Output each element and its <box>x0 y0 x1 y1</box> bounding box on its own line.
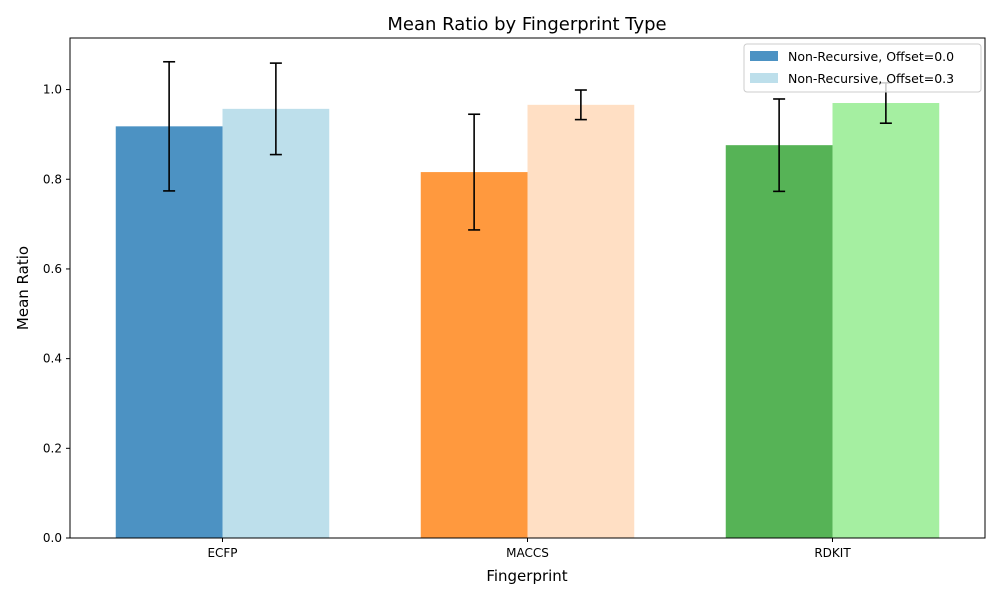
legend-label-offset-0: Non-Recursive, Offset=0.0 <box>788 49 954 64</box>
error-bar-maccs-series-1 <box>574 89 587 121</box>
legend-swatch-offset-0 <box>750 51 778 61</box>
y-tick-label: 0.4 <box>43 352 62 366</box>
error-bar-maccs-series-0 <box>468 113 481 231</box>
chart-title: Mean Ratio by Fingerprint Type <box>387 14 666 35</box>
y-tick-label: 0.2 <box>43 441 62 455</box>
axes-layer: 0.0 0.2 0.4 0.6 0.8 1.0 ECFP MACCS RDKIT <box>43 37 986 560</box>
y-tick-label: 0.0 <box>43 531 62 545</box>
x-tick-label-ecfp: ECFP <box>207 546 237 560</box>
bar-maccs-series-0 <box>420 172 528 538</box>
legend-label-offset-0.3: Non-Recursive, Offset=0.3 <box>788 71 954 86</box>
bar-ecfp-series-0 <box>115 126 223 538</box>
bar-ecfp-series-1 <box>222 108 330 538</box>
legend-frame <box>743 43 982 93</box>
y-axis-title: Mean Ratio <box>14 246 32 330</box>
error-bar-rdkit-series-0 <box>773 98 786 193</box>
error-bar-ecfp-series-0 <box>163 60 176 192</box>
error-bar-ecfp-series-1 <box>269 62 282 156</box>
x-axis-title: Fingerprint <box>486 567 567 585</box>
x-tick-label-maccs: MACCS <box>506 546 549 560</box>
legend-swatch-offset-0.3 <box>750 73 778 83</box>
bar-rdkit-series-0 <box>725 145 833 539</box>
legend: Non-Recursive, Offset=0.0 Non-Recursive,… <box>743 43 982 93</box>
y-tick-label: 1.0 <box>43 83 62 97</box>
y-tick-label: 0.6 <box>43 262 62 276</box>
bars-layer <box>115 103 940 539</box>
x-tick-label-rdkit: RDKIT <box>814 546 851 560</box>
bar-rdkit-series-1 <box>832 103 940 539</box>
bar-maccs-series-1 <box>527 104 635 538</box>
y-tick-label: 0.8 <box>43 172 62 186</box>
